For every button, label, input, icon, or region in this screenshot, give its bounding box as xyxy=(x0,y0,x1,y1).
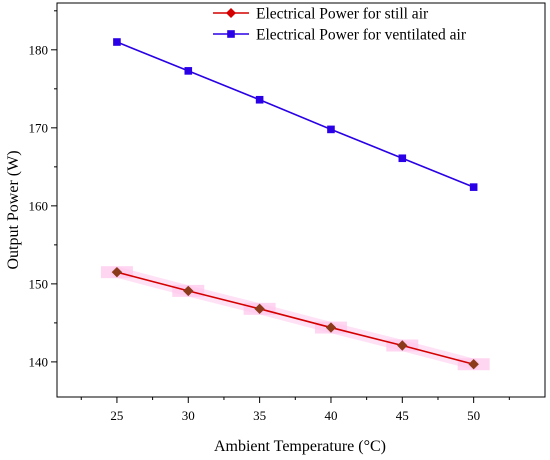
y-tick-label: 170 xyxy=(29,120,49,135)
series-line-0 xyxy=(116,271,474,366)
x-tick-label: 40 xyxy=(324,408,337,423)
legend: Electrical Power for still air Electrical… xyxy=(213,6,467,44)
data-point xyxy=(255,95,264,104)
y-tick-label: 160 xyxy=(29,198,49,213)
data-point xyxy=(184,67,193,75)
x-tick-label: 25 xyxy=(110,408,123,423)
data-point xyxy=(397,340,408,351)
data-point xyxy=(113,38,121,46)
data-point xyxy=(469,183,478,191)
legend-marker xyxy=(226,8,236,18)
y-tick-label: 150 xyxy=(29,276,49,291)
plot-area-border xyxy=(56,2,546,398)
data-point xyxy=(254,303,265,315)
legend-label: Electrical Power for ventilated air xyxy=(256,27,467,44)
x-tick-label: 30 xyxy=(182,408,195,423)
data-point xyxy=(325,322,337,333)
data-point xyxy=(468,359,479,370)
x-axis-title: Ambient Temperature (°C) xyxy=(214,438,386,455)
x-tick-label: 45 xyxy=(396,408,409,423)
data-point xyxy=(327,125,335,134)
y-axis-title: Output Power (W) xyxy=(5,150,22,269)
data-point xyxy=(398,154,407,163)
series-line-1 xyxy=(116,41,474,188)
data-point xyxy=(183,285,194,297)
x-tick-label: 35 xyxy=(253,408,266,423)
legend-label: Electrical Power for still air xyxy=(256,6,429,23)
data-point xyxy=(111,266,123,278)
legend-marker xyxy=(227,30,235,38)
x-tick-label: 50 xyxy=(467,408,480,423)
y-tick-label: 180 xyxy=(29,42,49,57)
y-tick-label: 140 xyxy=(29,354,49,369)
